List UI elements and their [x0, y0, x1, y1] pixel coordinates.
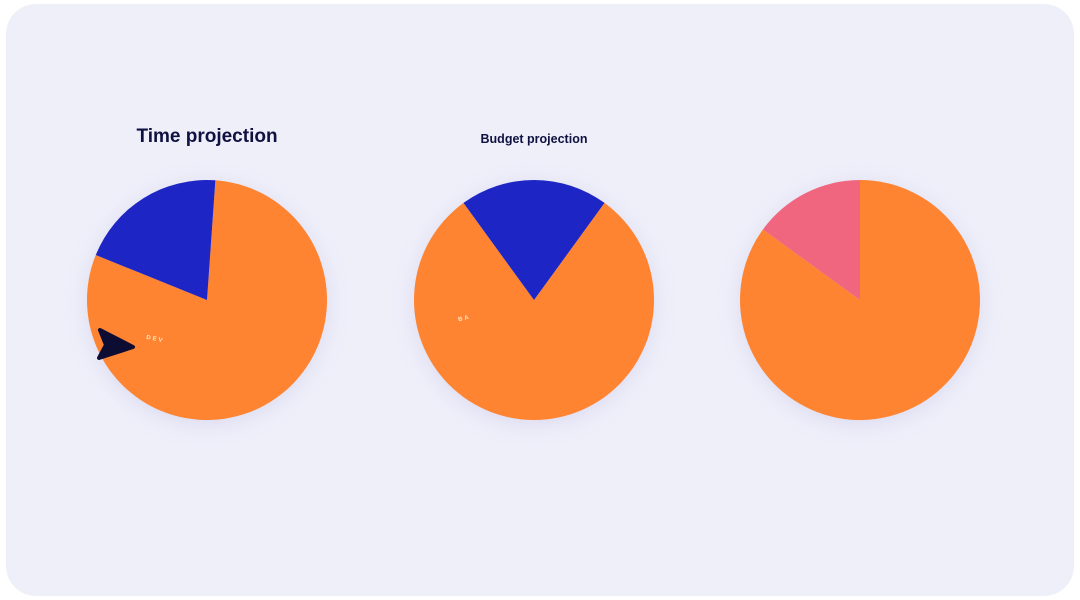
pie-slice [414, 202, 655, 421]
pie-chart-3 [740, 179, 981, 424]
time-projection-title: Time projection [136, 126, 278, 147]
pie-slice [740, 179, 981, 420]
pie-slice [95, 179, 216, 300]
slice-label: DEV [146, 335, 165, 345]
arrow-cursor-icon [97, 328, 135, 360]
pie-slice [463, 180, 605, 300]
budget-projection-title: Budget projection [480, 132, 588, 146]
pie-slice [87, 180, 328, 420]
pie-chart-2: BA [414, 180, 655, 424]
pie-chart-1: DEV [87, 179, 328, 424]
pie-slice [762, 180, 860, 300]
slice-label: BA [458, 314, 472, 323]
